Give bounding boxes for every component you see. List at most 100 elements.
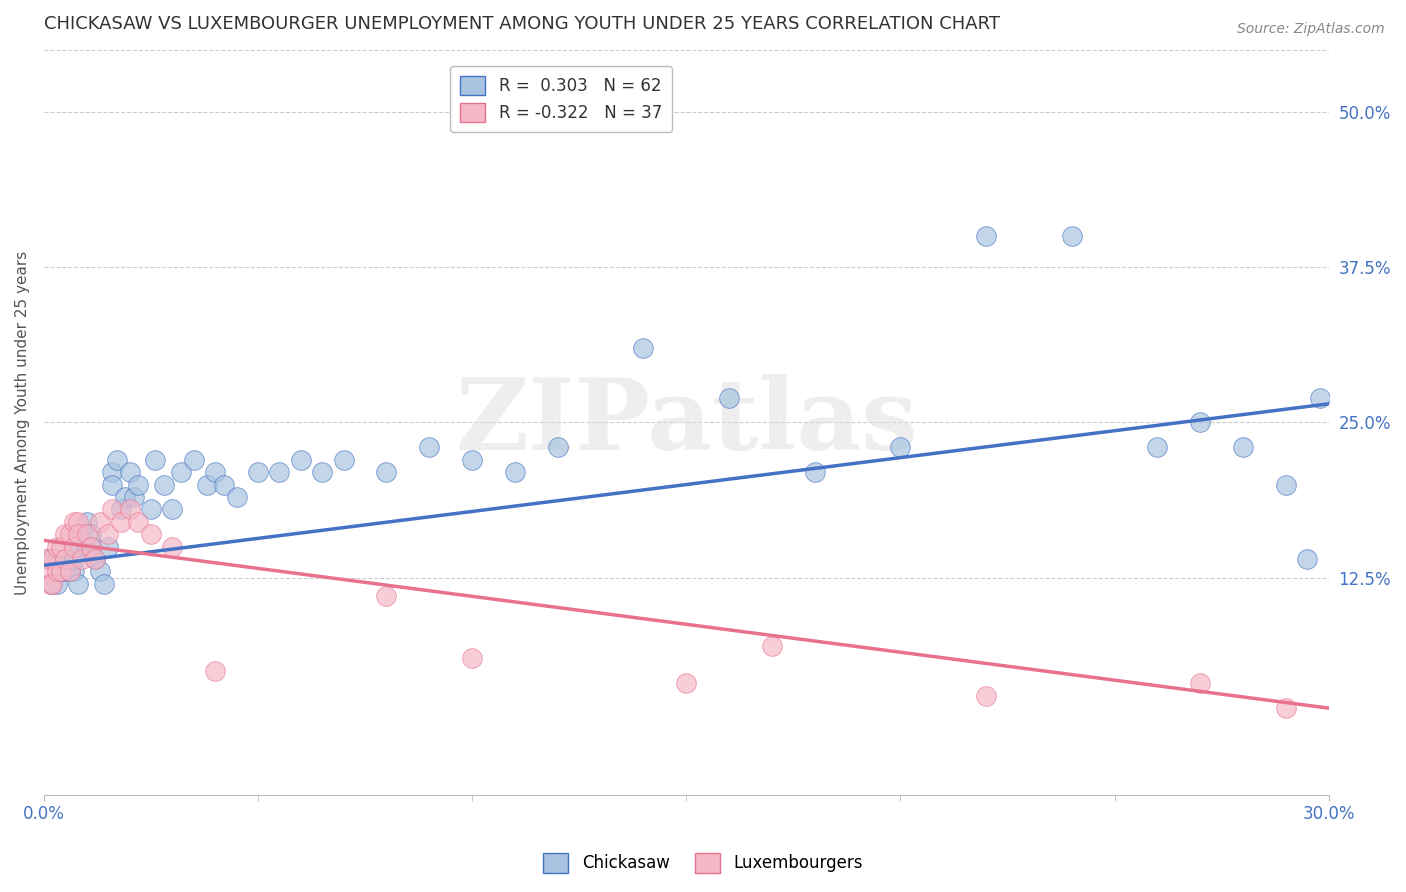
Point bbox=[718, 391, 741, 405]
Point bbox=[127, 515, 149, 529]
Point bbox=[110, 502, 132, 516]
Point bbox=[547, 440, 569, 454]
Point bbox=[127, 477, 149, 491]
Text: ZIPatlas: ZIPatlas bbox=[456, 374, 918, 471]
Point bbox=[49, 565, 72, 579]
Point bbox=[247, 465, 270, 479]
Point bbox=[1309, 391, 1331, 405]
Point bbox=[461, 651, 484, 665]
Point bbox=[80, 527, 103, 541]
Legend: Chickasaw, Luxembourgers: Chickasaw, Luxembourgers bbox=[537, 847, 869, 880]
Point bbox=[114, 490, 136, 504]
Point bbox=[93, 577, 115, 591]
Point bbox=[97, 540, 120, 554]
Point bbox=[53, 552, 76, 566]
Point bbox=[72, 527, 94, 541]
Point bbox=[35, 552, 58, 566]
Point bbox=[118, 502, 141, 516]
Point bbox=[1146, 440, 1168, 454]
Point bbox=[375, 465, 398, 479]
Point bbox=[162, 540, 184, 554]
Point bbox=[89, 515, 111, 529]
Point bbox=[183, 452, 205, 467]
Point bbox=[212, 477, 235, 491]
Point bbox=[290, 452, 312, 467]
Point bbox=[153, 477, 176, 491]
Point bbox=[1296, 552, 1319, 566]
Point bbox=[1275, 477, 1298, 491]
Point bbox=[45, 565, 67, 579]
Point bbox=[53, 527, 76, 541]
Point bbox=[170, 465, 193, 479]
Point bbox=[332, 452, 354, 467]
Point bbox=[974, 689, 997, 703]
Point bbox=[418, 440, 440, 454]
Point bbox=[45, 552, 67, 566]
Point bbox=[80, 540, 103, 554]
Point bbox=[974, 229, 997, 244]
Point bbox=[101, 465, 124, 479]
Point bbox=[1189, 676, 1212, 690]
Point bbox=[76, 515, 98, 529]
Point bbox=[63, 540, 86, 554]
Point bbox=[1060, 229, 1083, 244]
Point bbox=[45, 577, 67, 591]
Point bbox=[80, 540, 103, 554]
Point bbox=[58, 565, 80, 579]
Point bbox=[67, 515, 90, 529]
Point bbox=[97, 527, 120, 541]
Point bbox=[195, 477, 218, 491]
Point bbox=[225, 490, 247, 504]
Point bbox=[139, 527, 162, 541]
Text: Source: ZipAtlas.com: Source: ZipAtlas.com bbox=[1237, 22, 1385, 37]
Point bbox=[89, 565, 111, 579]
Point bbox=[45, 540, 67, 554]
Legend: R =  0.303   N = 62, R = -0.322   N = 37: R = 0.303 N = 62, R = -0.322 N = 37 bbox=[450, 66, 672, 132]
Point bbox=[761, 639, 783, 653]
Point bbox=[49, 565, 72, 579]
Y-axis label: Unemployment Among Youth under 25 years: Unemployment Among Youth under 25 years bbox=[15, 251, 30, 595]
Point bbox=[101, 502, 124, 516]
Point bbox=[49, 540, 72, 554]
Point bbox=[269, 465, 291, 479]
Point bbox=[84, 552, 107, 566]
Point bbox=[204, 465, 226, 479]
Point bbox=[1232, 440, 1254, 454]
Point bbox=[1275, 701, 1298, 715]
Point bbox=[101, 477, 124, 491]
Point bbox=[63, 515, 86, 529]
Point bbox=[1189, 416, 1212, 430]
Point bbox=[67, 527, 90, 541]
Point bbox=[84, 552, 107, 566]
Point bbox=[162, 502, 184, 516]
Point bbox=[675, 676, 697, 690]
Point bbox=[53, 552, 76, 566]
Point bbox=[53, 565, 76, 579]
Point bbox=[633, 341, 655, 355]
Point bbox=[375, 590, 398, 604]
Point bbox=[58, 565, 80, 579]
Point bbox=[139, 502, 162, 516]
Point bbox=[58, 527, 80, 541]
Point bbox=[803, 465, 825, 479]
Point bbox=[67, 540, 90, 554]
Point bbox=[37, 552, 59, 566]
Point bbox=[37, 565, 59, 579]
Point bbox=[41, 577, 63, 591]
Point bbox=[72, 552, 94, 566]
Text: CHICKASAW VS LUXEMBOURGER UNEMPLOYMENT AMONG YOUTH UNDER 25 YEARS CORRELATION CH: CHICKASAW VS LUXEMBOURGER UNEMPLOYMENT A… bbox=[44, 15, 1000, 33]
Point bbox=[76, 540, 98, 554]
Point bbox=[110, 515, 132, 529]
Point bbox=[503, 465, 526, 479]
Point bbox=[41, 577, 63, 591]
Point bbox=[118, 465, 141, 479]
Point bbox=[461, 452, 484, 467]
Point bbox=[143, 452, 166, 467]
Point bbox=[58, 565, 80, 579]
Point bbox=[889, 440, 911, 454]
Point bbox=[41, 552, 63, 566]
Point bbox=[105, 452, 128, 467]
Point bbox=[311, 465, 333, 479]
Point bbox=[122, 490, 145, 504]
Point bbox=[67, 577, 90, 591]
